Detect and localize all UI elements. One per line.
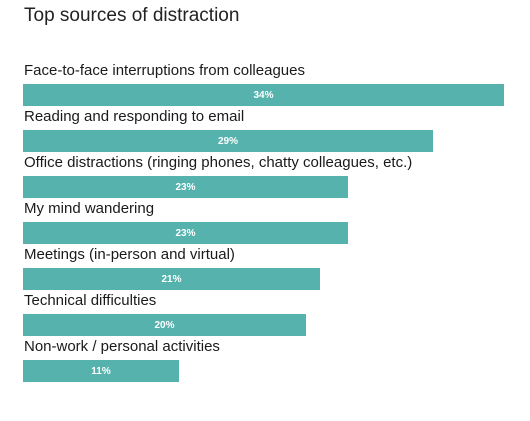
bar-label: Reading and responding to email [24,108,245,125]
bar-value-label: 20% [154,319,175,331]
bar: 34% [23,84,504,106]
bar-label: Non-work / personal activities [24,338,220,355]
bar-label: Meetings (in-person and virtual) [24,246,235,263]
bar: 23% [23,176,348,198]
bar-value-label: 11% [91,365,111,377]
bar-label: Technical difficulties [24,292,157,309]
bar-label: My mind wandering [24,200,155,217]
bar-value-label: 21% [161,273,182,285]
bar: 11% [23,360,179,382]
bar-label: Face-to-face interruptions from colleagu… [24,62,305,79]
bar-label: Office distractions (ringing phones, cha… [24,154,413,171]
bar-value-label: 23% [175,227,196,239]
bar-value-label: 23% [175,181,196,193]
bar: 20% [23,314,306,336]
bar-value-label: 34% [253,89,274,101]
bar-value-label: 29% [217,135,238,147]
bar: 29% [23,130,433,152]
chart-title: Top sources of distraction [24,5,240,26]
bar: 21% [23,268,320,290]
bar: 23% [23,222,348,244]
